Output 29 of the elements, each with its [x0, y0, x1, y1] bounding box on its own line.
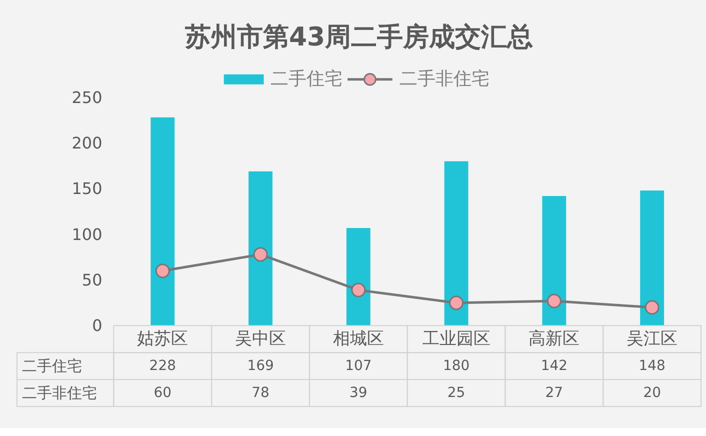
- data-label: 78: [252, 384, 270, 401]
- chart-title: 苏州市第43周二手房成交汇总: [184, 22, 534, 52]
- x-tick-label: 姑苏区: [137, 328, 188, 348]
- x-tick-label: 高新区: [528, 328, 580, 348]
- x-tick-label: 相城区: [332, 328, 384, 348]
- data-label: 20: [643, 384, 661, 401]
- x-tick-label: 吴中区: [235, 328, 286, 348]
- legend-label: 二手住宅: [270, 68, 343, 90]
- y-tick-label: 0: [92, 316, 102, 336]
- text: 二手住宅: [22, 357, 82, 376]
- data-label: 180: [442, 358, 470, 374]
- data-label: 25: [447, 384, 466, 401]
- x-tick-label: 吴江区: [626, 328, 678, 348]
- x-tick-label: 工业园区: [422, 328, 490, 348]
- y-tick-label: 100: [72, 224, 102, 244]
- y-tick-label: 200: [72, 133, 102, 152]
- data-label: 27: [545, 384, 564, 401]
- data-label: 107: [345, 358, 372, 374]
- legend-label: 二手非住宅: [399, 68, 490, 90]
- data-label: 39: [350, 384, 368, 401]
- data-label: 228: [149, 358, 176, 374]
- text: 二手非住宅: [22, 384, 97, 402]
- data-label: 60: [154, 384, 172, 401]
- y-tick-label: 150: [72, 179, 102, 198]
- data-label: 148: [638, 358, 666, 374]
- data-label: 169: [247, 358, 274, 374]
- y-tick-label: 50: [82, 270, 102, 290]
- y-tick-label: 250: [72, 88, 102, 107]
- data-label: 142: [540, 358, 568, 374]
